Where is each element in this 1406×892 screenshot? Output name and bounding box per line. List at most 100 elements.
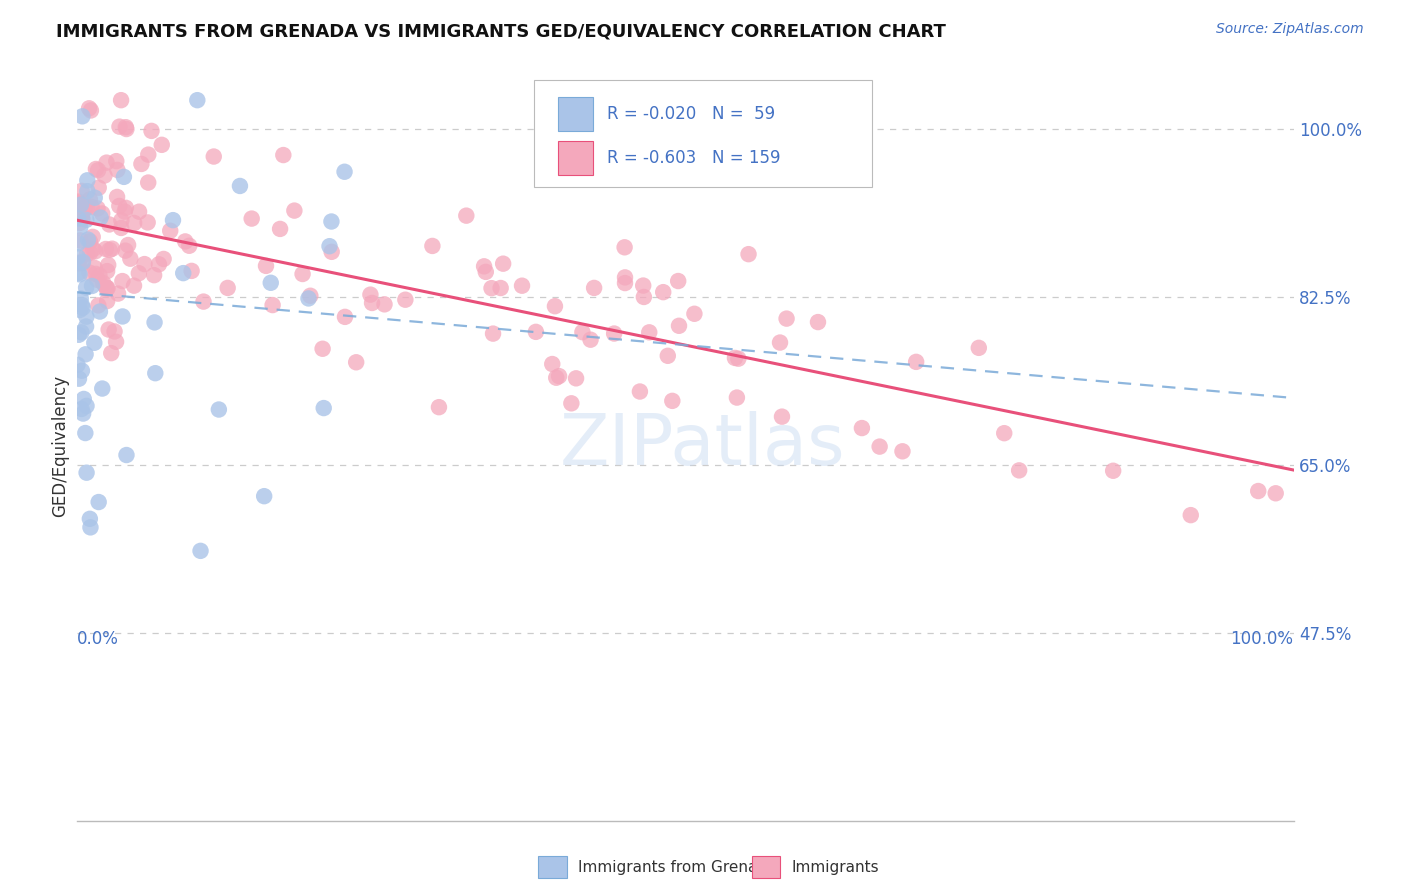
Point [70, 197, 93, 211]
Point [101, 242, 124, 256]
Point [579, 333, 602, 347]
Point [91, 382, 114, 396]
Point [86, 273, 108, 287]
Point [67, 372, 90, 386]
Point [66, 358, 89, 372]
Point [141, 124, 163, 138]
Point [614, 276, 637, 290]
Point [100, 346, 122, 360]
Point [254, 259, 277, 273]
Point [725, 391, 748, 405]
Point [546, 370, 568, 384]
Point [70, 298, 93, 312]
Point [96, 281, 118, 295]
Point [77, 233, 100, 247]
Point [291, 267, 314, 281]
Point [737, 247, 759, 261]
Point [544, 299, 567, 313]
Point [202, 149, 225, 163]
Point [114, 244, 136, 258]
Point [96, 264, 118, 278]
Point [472, 260, 495, 274]
Point [89, 268, 111, 283]
Point [110, 93, 132, 107]
Point [321, 214, 343, 228]
Point [613, 240, 636, 254]
Point [262, 298, 284, 312]
Point [76, 466, 98, 480]
Point [114, 204, 136, 219]
Point [775, 311, 797, 326]
Point [229, 178, 252, 193]
Point [75, 212, 97, 227]
Point [105, 190, 128, 204]
Point [128, 204, 150, 219]
Point [1102, 464, 1125, 478]
Point [548, 369, 571, 384]
Point [83, 335, 105, 350]
Point [652, 285, 675, 300]
Point [1264, 486, 1286, 500]
Point [143, 315, 166, 329]
Point [79, 192, 101, 206]
Point [482, 326, 505, 341]
Point [1180, 508, 1202, 522]
Point [76, 184, 98, 198]
Point [492, 257, 515, 271]
Point [174, 235, 197, 249]
Point [136, 215, 159, 229]
Point [96, 294, 118, 309]
Text: Immigrants: Immigrants [792, 860, 879, 874]
Point [96, 155, 118, 169]
Point [97, 258, 120, 272]
Point [541, 357, 564, 371]
Point [993, 426, 1015, 441]
Point [79, 266, 101, 280]
Point [1247, 483, 1270, 498]
Point [84, 161, 107, 176]
Point [108, 120, 131, 134]
Text: R = -0.020   N =  59: R = -0.020 N = 59 [607, 105, 776, 123]
Point [312, 401, 335, 415]
Point [422, 239, 444, 253]
Text: IMMIGRANTS FROM GRENADA VS IMMIGRANTS GED/EQUIVALENCY CORRELATION CHART: IMMIGRANTS FROM GRENADA VS IMMIGRANTS GE… [56, 22, 946, 40]
Point [79, 246, 101, 260]
Point [159, 224, 181, 238]
Point [489, 281, 512, 295]
Point [260, 276, 283, 290]
Point [456, 209, 478, 223]
Point [361, 296, 384, 310]
Point [510, 278, 533, 293]
Point [69, 234, 91, 248]
Point [190, 544, 212, 558]
Point [103, 325, 125, 339]
Point [93, 277, 115, 291]
Point [72, 301, 94, 315]
Point [87, 180, 110, 194]
Point [93, 169, 115, 183]
Point [76, 173, 98, 187]
Point [150, 137, 173, 152]
Point [67, 207, 90, 221]
Point [69, 216, 91, 230]
Point [66, 250, 89, 264]
Point [72, 255, 94, 269]
Point [76, 399, 98, 413]
Point [90, 211, 112, 225]
Point [661, 393, 683, 408]
Point [72, 206, 94, 220]
Point [571, 325, 593, 339]
Point [98, 218, 121, 232]
Point [666, 274, 689, 288]
Point [134, 257, 156, 271]
Point [668, 318, 690, 333]
Point [193, 294, 215, 309]
Point [240, 211, 263, 226]
Point [631, 278, 654, 293]
Point [269, 222, 291, 236]
Point [73, 201, 96, 215]
Point [76, 200, 98, 214]
Point [75, 425, 97, 440]
Point [318, 239, 340, 253]
Text: R = -0.603   N = 159: R = -0.603 N = 159 [607, 149, 780, 168]
